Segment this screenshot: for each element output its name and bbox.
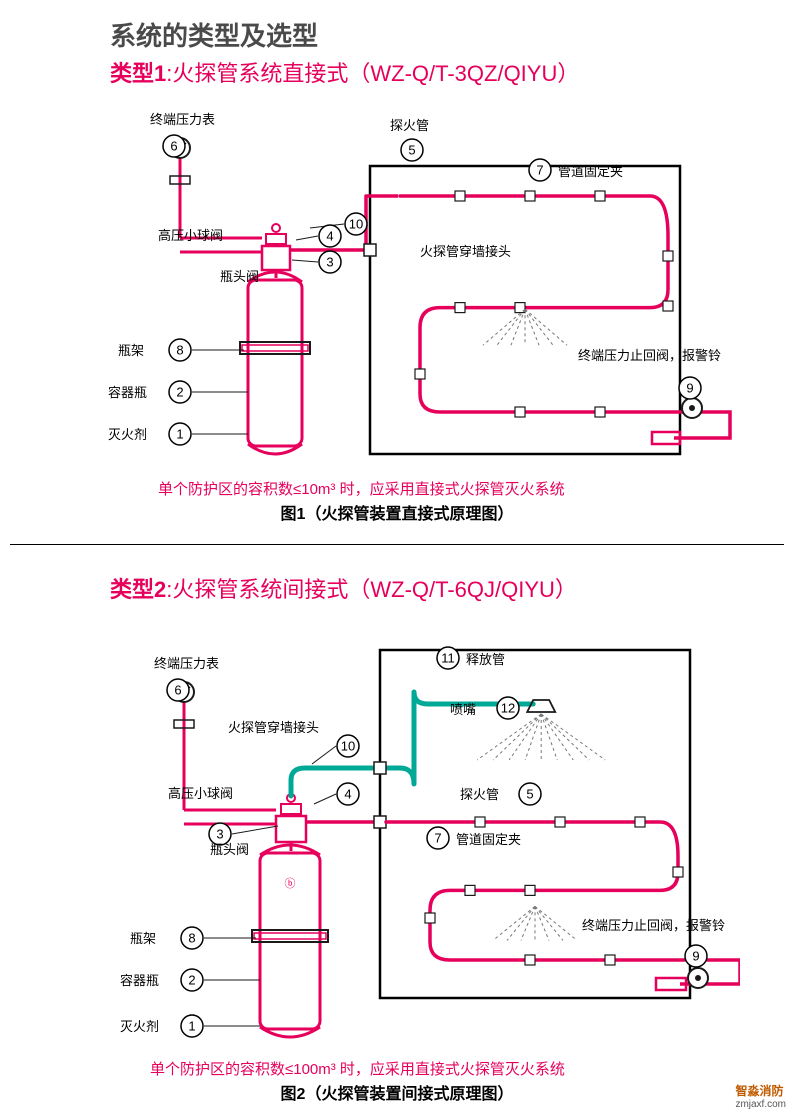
svg-text:终端压力止回阀，报警铃: 终端压力止回阀，报警铃 [582, 918, 725, 933]
svg-text:5: 5 [408, 143, 415, 158]
svg-text:火探管穿墙接头: 火探管穿墙接头 [228, 720, 319, 735]
svg-text:瓶架: 瓶架 [130, 931, 156, 946]
svg-text:灭火剂: 灭火剂 [120, 1019, 159, 1034]
svg-text:终端压力止回阀，报警铃: 终端压力止回阀，报警铃 [578, 348, 721, 363]
type2-header: 类型2:火探管系统间接式（WZ-Q/T-6QJ/QIYU） [110, 572, 577, 604]
svg-text:高压小球阀: 高压小球阀 [168, 786, 233, 801]
svg-text:5: 5 [526, 787, 533, 802]
svg-text:10: 10 [341, 739, 355, 754]
page-title: 系统的类型及选型 [110, 16, 318, 53]
svg-text:管道固定夹: 管道固定夹 [456, 832, 521, 847]
svg-text:高压小球阀: 高压小球阀 [158, 228, 223, 243]
type2-caption: 图2（火探管装置间接式原理图） [0, 1080, 794, 1104]
svg-text:瓶架: 瓶架 [118, 343, 144, 358]
type1-note: 单个防护区的容积数≤10m³ 时，应采用直接式火探管灭火系统 [158, 478, 565, 499]
svg-text:探火管: 探火管 [390, 118, 429, 133]
watermark-brand: 智淼消防 [735, 1084, 783, 1098]
svg-text:12: 12 [501, 701, 515, 716]
svg-text:火探管穿墙接头: 火探管穿墙接头 [420, 244, 511, 259]
svg-text:灭火剂: 灭火剂 [108, 427, 147, 442]
svg-text:释放管: 释放管 [466, 652, 505, 667]
svg-text:4: 4 [326, 229, 333, 244]
svg-text:3: 3 [326, 255, 333, 270]
type2-note: 单个防护区的容积数≤100m³ 时，应采用直接式火探管灭火系统 [150, 1058, 565, 1079]
svg-text:管道固定夹: 管道固定夹 [558, 164, 623, 179]
svg-text:9: 9 [692, 949, 699, 964]
diagram-1: 6 终端压力表 5 探火管 7 管道固定夹 10 4 高压小球阀 3 瓶头阀 8 瓶架 2 容器瓶 1 灭火剂 9… [100, 88, 740, 478]
svg-text:探火管: 探火管 [460, 787, 499, 802]
watermark-url: zmjaxf.com [735, 1099, 786, 1110]
svg-text:1: 1 [176, 427, 183, 442]
svg-text:11: 11 [441, 651, 455, 666]
svg-text:瓶头阀: 瓶头阀 [220, 269, 259, 284]
type2-label: 类型2 [110, 577, 166, 602]
type2-desc: :火探管系统间接式（WZ-Q/T-6QJ/QIYU） [166, 577, 577, 602]
svg-text:ⓑ: ⓑ [285, 877, 296, 890]
svg-text:容器瓶: 容器瓶 [108, 385, 147, 400]
section-divider [10, 544, 784, 545]
svg-text:9: 9 [686, 381, 693, 396]
watermark: 智淼消防 zmjaxf.com [735, 1082, 786, 1110]
svg-text:2: 2 [176, 385, 183, 400]
svg-text:7: 7 [434, 831, 441, 846]
diagram-2: ⓑ6终端压力表11释放管12喷嘴10火探管穿墙接头4高压小球阀5探火管7管道固定… [100, 616, 740, 1056]
svg-text:3: 3 [216, 827, 223, 842]
svg-text:1: 1 [188, 1019, 195, 1034]
svg-text:2: 2 [188, 973, 195, 988]
svg-text:4: 4 [344, 787, 351, 802]
svg-text:7: 7 [536, 163, 543, 178]
svg-text:终端压力表: 终端压力表 [150, 112, 215, 127]
type1-header: 类型1:火探管系统直接式（WZ-Q/T-3QZ/QIYU） [110, 56, 579, 88]
svg-text:10: 10 [349, 217, 363, 232]
type1-desc: :火探管系统直接式（WZ-Q/T-3QZ/QIYU） [166, 61, 579, 86]
type1-caption: 图1（火探管装置直接式原理图） [0, 500, 794, 524]
svg-text:6: 6 [170, 139, 177, 154]
svg-text:终端压力表: 终端压力表 [154, 656, 219, 671]
svg-text:8: 8 [188, 931, 195, 946]
type1-label: 类型1 [110, 61, 166, 86]
svg-text:喷嘴: 喷嘴 [450, 702, 476, 717]
svg-text:8: 8 [176, 343, 183, 358]
svg-text:容器瓶: 容器瓶 [120, 973, 159, 988]
svg-text:6: 6 [174, 683, 181, 698]
svg-text:瓶头阀: 瓶头阀 [210, 842, 249, 857]
